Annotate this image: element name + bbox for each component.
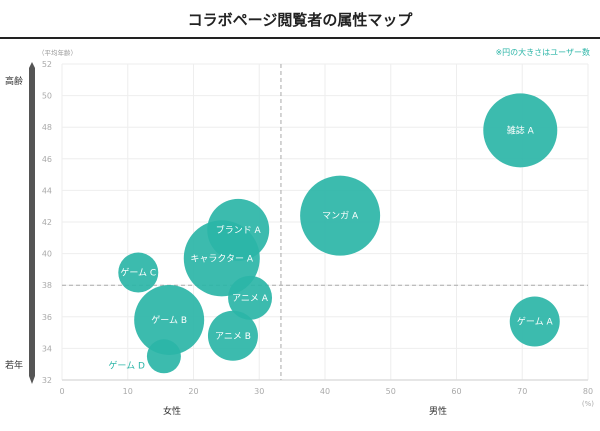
bubble [134,284,205,355]
y-tick-label: 40 [42,250,52,259]
bubble-label: キャラクター A [190,253,254,264]
y-tick-label: 52 [42,60,52,69]
y-bottom-label: 若年 [5,359,23,371]
x-tick-label: 20 [188,387,198,396]
x-tick-label: 70 [517,387,527,396]
bubble-label: 雑誌 A [507,124,535,136]
y-tick-label: 42 [42,218,52,227]
bubble-label: ゲーム C [120,267,156,279]
bubble [300,175,381,256]
x-left-label: 女性 [163,405,181,417]
x-tick-label: 80 [583,387,593,396]
bubble-label: ゲーム B [151,314,187,326]
bubble-label: アニメ B [215,332,251,342]
bubble [228,275,273,320]
y-axis-label: （平均年齢） [38,48,77,57]
title-divider [0,37,600,39]
chart-title: コラボページ閲覧者の属性マップ [187,11,413,29]
x-tick-label: 30 [254,387,264,396]
bubble [118,252,159,293]
bubble [146,339,181,374]
y-tick-label: 38 [42,281,52,290]
size-note: ※円の大きさはユーザー数 [495,47,590,57]
bubble [207,310,258,361]
x-tick-label: 60 [451,387,461,396]
y-tick-label: 36 [42,313,52,322]
y-tick-label: 50 [42,92,52,101]
x-tick-label: 0 [59,387,64,396]
x-tick-label: 40 [320,387,330,396]
bubble [509,296,560,347]
x-right-label: 男性 [429,405,447,417]
y-tick-label: 44 [42,186,52,195]
bubble-label: マンガ A [322,211,359,222]
y-tick-label: 32 [42,376,52,385]
bubble-label: ゲーム D [108,359,145,371]
bubble-label: ゲーム A [517,316,554,328]
x-unit-label: (%) [582,400,594,408]
y-tick-label: 34 [42,344,52,353]
bubble-label: アニメ A [232,294,269,304]
bubble [483,93,558,168]
x-tick-label: 50 [386,387,396,396]
bubble-label: ブランド A [216,224,262,236]
y-top-label: 高齢 [5,75,23,87]
age-axis-arrow [29,62,35,384]
y-tick-label: 46 [42,155,52,164]
x-tick-label: 10 [123,387,133,396]
y-tick-label: 48 [42,123,52,132]
bubble [183,220,260,297]
